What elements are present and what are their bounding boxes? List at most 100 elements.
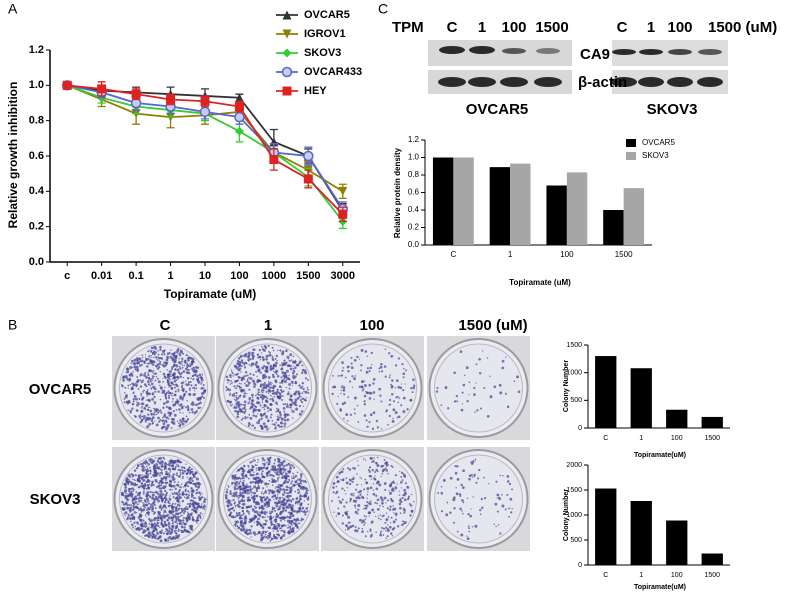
bar <box>595 488 617 565</box>
colony-dot <box>200 376 203 380</box>
colony-dot <box>137 486 140 488</box>
bar <box>566 172 588 245</box>
colony-dot <box>124 501 128 505</box>
colony-dot <box>179 349 183 353</box>
colony-dot <box>384 375 387 378</box>
colony-dot <box>263 344 267 348</box>
y-tick-label: 0.6 <box>29 150 44 162</box>
colony-dot <box>240 517 244 520</box>
colony-dot <box>136 467 139 470</box>
colony-dot <box>281 372 283 375</box>
colony-dot <box>472 460 475 463</box>
colony-dot <box>155 356 158 359</box>
colony-dot <box>337 480 340 483</box>
colony-dot <box>384 467 387 470</box>
colony-dot <box>188 411 191 414</box>
colony-dot <box>149 470 152 473</box>
colony-dot <box>268 350 270 353</box>
colony-dot <box>385 461 389 465</box>
colony-dot <box>126 494 130 498</box>
colony-dot <box>278 416 280 419</box>
colony-dot <box>281 467 285 471</box>
colony-dot <box>298 485 300 487</box>
colony-dot <box>122 378 125 382</box>
colony-dot <box>359 489 363 493</box>
colony-dot <box>149 409 153 413</box>
colony-dot <box>167 390 170 393</box>
colony-dot <box>171 373 175 377</box>
colony-dot <box>127 400 130 404</box>
colony-dot <box>180 525 184 529</box>
colony-dot <box>369 528 372 531</box>
colony-dot <box>153 494 155 497</box>
colony-dot <box>347 369 350 373</box>
colony-dot <box>300 410 304 413</box>
colony-dot <box>283 475 286 478</box>
colony-dot <box>256 375 258 378</box>
colony-dot <box>307 503 310 506</box>
colony-dot <box>353 408 356 411</box>
colony-dot <box>175 534 178 538</box>
colony-dot <box>398 494 401 496</box>
colony-dot <box>200 497 202 499</box>
colony-dot <box>476 409 479 412</box>
colony-dot <box>186 507 189 511</box>
colony-dot <box>364 522 366 524</box>
colony-dot <box>279 349 282 352</box>
colony-dot <box>466 537 470 540</box>
colony-dot <box>163 413 167 416</box>
colony-dot <box>262 389 265 392</box>
colony-dot <box>247 477 250 480</box>
colony-dot <box>281 352 285 356</box>
colony-dot <box>184 507 187 510</box>
colony-dot <box>187 485 190 488</box>
colony-dot <box>466 400 469 403</box>
colony-dot <box>249 358 252 361</box>
colony-dot <box>173 514 177 518</box>
colony-dot <box>178 489 181 492</box>
y-tick-label: 0.4 <box>408 205 420 214</box>
colony-dot <box>158 366 161 369</box>
colony-dot <box>291 498 294 501</box>
colony-dot <box>284 403 287 406</box>
colony-dot <box>366 493 369 496</box>
colony-dot <box>243 499 246 502</box>
colony-dot <box>151 531 154 534</box>
colony-dot <box>140 394 142 397</box>
colony-dot <box>390 516 393 519</box>
colony-dot <box>378 367 381 370</box>
colony-dot <box>332 386 335 389</box>
colony-dot <box>170 375 172 378</box>
colony-dot <box>132 515 136 519</box>
colony-dot <box>336 402 339 406</box>
protein-label: CA9 <box>580 46 610 63</box>
colony-dot <box>146 399 149 402</box>
colony-dot <box>474 458 477 460</box>
colony-dot <box>195 492 198 495</box>
colony-dot <box>288 392 290 395</box>
colony-dot <box>269 364 273 368</box>
colony-dot <box>129 411 132 414</box>
colony-dot <box>189 363 191 365</box>
bar <box>666 409 688 428</box>
colony-dot <box>477 477 480 480</box>
colony-dot <box>256 523 259 526</box>
colony-dot <box>236 384 239 388</box>
colony-dot <box>510 511 513 514</box>
colony-dot <box>157 411 160 414</box>
colony-dot <box>261 406 264 409</box>
colony-dot <box>344 529 347 531</box>
colony-dot <box>364 535 367 538</box>
colony-dot <box>247 381 251 385</box>
colony-dot <box>156 532 160 535</box>
colony-dot <box>279 487 282 491</box>
y-tick-label: 0.2 <box>408 223 420 232</box>
colony-dot <box>130 481 133 484</box>
colony-dot <box>249 407 251 410</box>
colony-dot <box>407 495 411 498</box>
colony-dot <box>190 468 193 471</box>
colony-dot <box>166 368 169 371</box>
colony-dot <box>137 387 140 390</box>
colony-dot <box>349 497 353 501</box>
colony-dot <box>179 468 182 472</box>
